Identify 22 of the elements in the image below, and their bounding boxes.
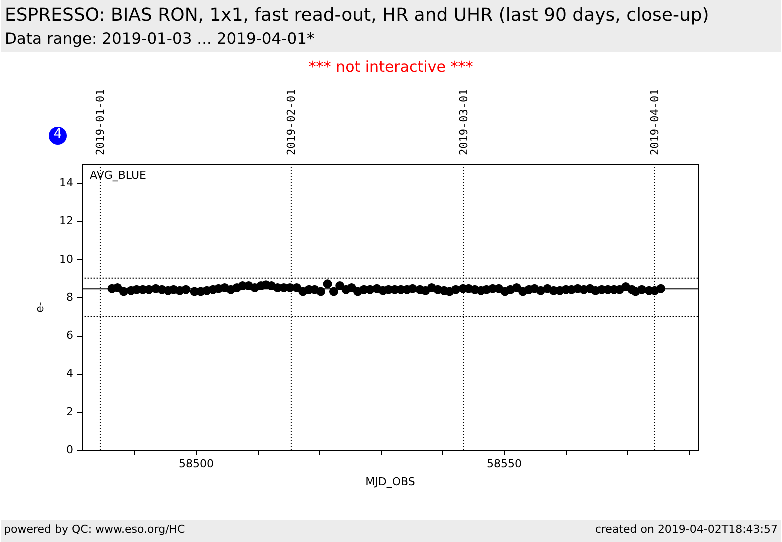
x-tick-label: 58550 xyxy=(486,458,522,470)
x2-tick-label: 2019-02-01 xyxy=(284,89,298,156)
chart-subtitle: Data range: 2019-01-03 ... 2019-04-01* xyxy=(5,30,315,49)
annotation: AVG_BLUE xyxy=(90,169,146,183)
x-tick-label: 58500 xyxy=(178,458,214,470)
y-tick-label: 12 xyxy=(60,214,74,228)
x-axis-title: MJD_OBS xyxy=(366,476,416,488)
y-tick-label: 6 xyxy=(66,329,74,342)
x2-tick-label: 2019-01-01 xyxy=(94,89,107,156)
y-tick-label: 0 xyxy=(66,444,74,456)
text: powered by QC: www.eso.org/HC xyxy=(4,523,186,537)
y-tick-label: 10 xyxy=(60,252,74,266)
text: created on 2019-04-02T18:43:57 xyxy=(595,523,778,537)
x2-tick-label: 2019-04-01 xyxy=(648,89,662,156)
text: *** not interactive *** xyxy=(308,58,474,76)
y-tick-label: 14 xyxy=(60,176,74,190)
y-tick-label: 8 xyxy=(66,290,74,304)
y-axis-title: e- xyxy=(34,302,47,313)
y-tick-label: 4 xyxy=(66,367,74,380)
y-tick-label: 2 xyxy=(66,405,74,418)
chart-title: ESPRESSO: BIAS RON, 1x1, fast read-out, HR and UHR (last 90 days, close-up) xyxy=(5,5,710,27)
x2-tick-label: 2019-03-01 xyxy=(457,89,470,156)
